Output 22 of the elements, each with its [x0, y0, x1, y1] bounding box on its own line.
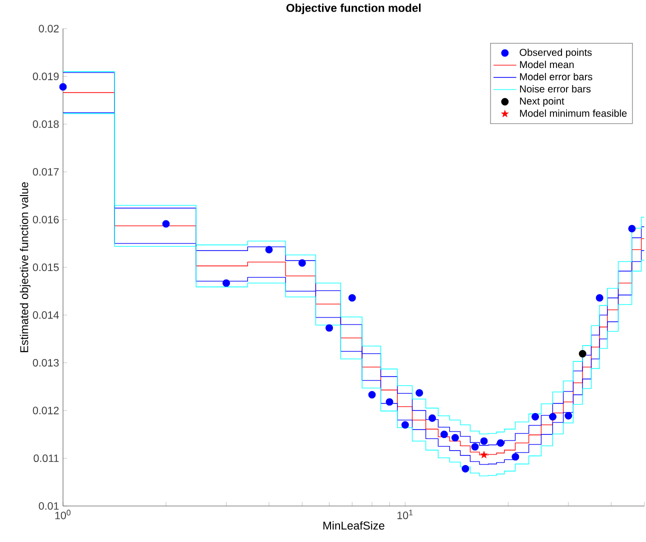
x-tick-label: 10$^{0}$ — [55, 510, 71, 520]
y-tick-label: 0.012 — [32, 406, 59, 414]
y-axis-title: Estimated objective function value — [20, 182, 30, 352]
legend-label: Model mean — [520, 60, 574, 68]
legend-label: Model error bars — [520, 72, 592, 80]
y-tick-label: 0.017 — [32, 168, 59, 176]
y-tick-label: 0.013 — [32, 359, 59, 367]
legend-label: Noise error bars — [520, 85, 591, 92]
y-tick-label: 0.02 — [38, 24, 59, 32]
x-axis-title: MinLeafSize — [323, 521, 384, 530]
y-tick-label: 0.011 — [34, 454, 59, 462]
y-tick-label: 0.01 — [38, 502, 59, 510]
legend-label: Model minimum feasible — [520, 109, 627, 117]
legend-label: Observed points — [520, 48, 592, 58]
y-tick-label: 0.018 — [32, 120, 59, 128]
chart-title: Objective function model — [286, 4, 421, 14]
legend-label: Next point — [520, 97, 564, 107]
x-tick-label: 10$^{1}$ — [397, 510, 413, 520]
y-tick-label: 0.015 — [32, 264, 59, 272]
y-tick-label: 0.014 — [32, 311, 59, 319]
y-tick-label: 0.016 — [32, 216, 59, 224]
y-tick-label: 0.019 — [32, 72, 59, 80]
